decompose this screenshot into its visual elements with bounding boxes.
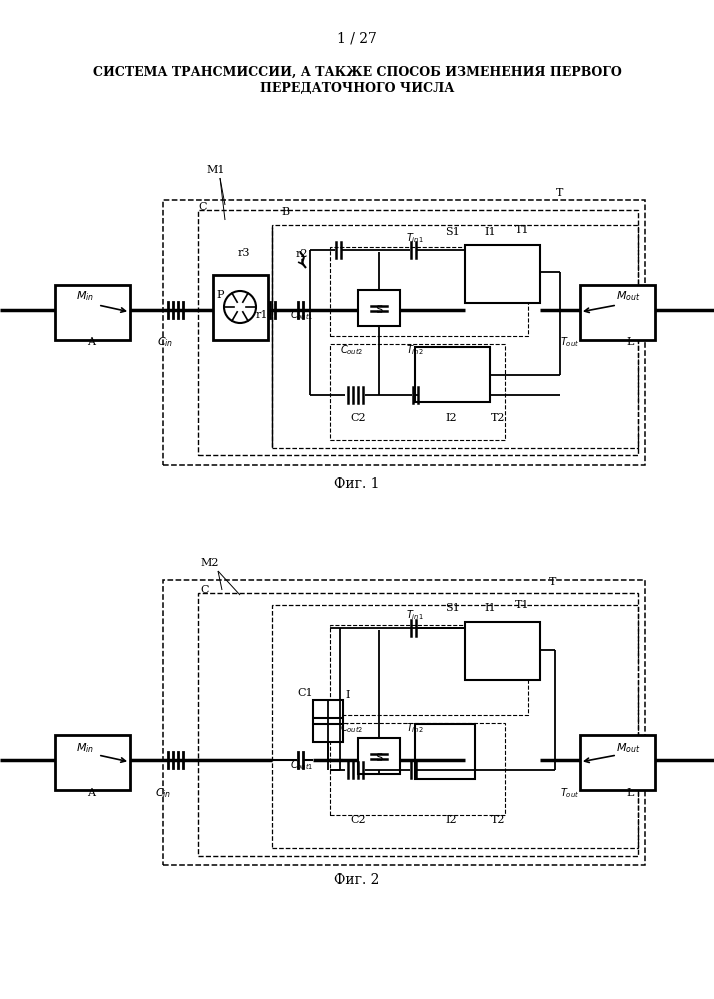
Text: $C_{out2}$: $C_{out2}$ xyxy=(341,721,363,735)
Text: L: L xyxy=(626,337,634,347)
Text: S1: S1 xyxy=(445,227,459,237)
Text: $T_{in2}$: $T_{in2}$ xyxy=(406,721,424,735)
Text: I1: I1 xyxy=(484,227,496,237)
Text: $T_{in2}$: $T_{in2}$ xyxy=(406,343,424,357)
Text: T1: T1 xyxy=(515,600,529,610)
Text: A: A xyxy=(87,337,95,347)
Text: r3: r3 xyxy=(238,248,250,258)
Bar xyxy=(213,275,268,340)
Bar xyxy=(55,285,130,340)
Bar xyxy=(415,347,490,402)
Text: C: C xyxy=(201,585,209,595)
Text: Фиг. 2: Фиг. 2 xyxy=(334,873,380,887)
Text: C2: C2 xyxy=(350,815,366,825)
Bar xyxy=(580,285,655,340)
Text: r2: r2 xyxy=(296,249,308,259)
Text: M1: M1 xyxy=(207,165,225,175)
Text: $T_{out}$: $T_{out}$ xyxy=(560,786,580,800)
Bar xyxy=(330,344,505,440)
Text: $C_{out1}$: $C_{out1}$ xyxy=(290,308,313,322)
Text: СИСТЕМА ТРАНСМИССИИ, А ТАКЖЕ СПОСОБ ИЗМЕНЕНИЯ ПЕРВОГО: СИСТЕМА ТРАНСМИССИИ, А ТАКЖЕ СПОСОБ ИЗМЕ… xyxy=(93,66,621,79)
Bar xyxy=(198,210,638,455)
Bar xyxy=(330,625,528,715)
Text: I: I xyxy=(346,690,351,700)
Text: P: P xyxy=(216,290,223,300)
Text: 1 / 27: 1 / 27 xyxy=(337,31,377,45)
Text: A: A xyxy=(87,788,95,798)
Bar xyxy=(198,593,638,856)
Bar xyxy=(163,200,645,465)
Text: $C_{out1}$: $C_{out1}$ xyxy=(290,758,313,772)
Text: T2: T2 xyxy=(491,815,506,825)
Text: Фиг. 1: Фиг. 1 xyxy=(334,477,380,491)
Text: I1: I1 xyxy=(484,603,496,613)
Text: T: T xyxy=(556,188,563,198)
Text: M2: M2 xyxy=(201,558,219,568)
Text: $T_{out}$: $T_{out}$ xyxy=(560,335,580,349)
Text: r1: r1 xyxy=(256,310,268,320)
Text: $T_{in1}$: $T_{in1}$ xyxy=(406,608,424,622)
Bar xyxy=(465,245,540,303)
Text: C2: C2 xyxy=(350,413,366,423)
Text: $M_{in}$: $M_{in}$ xyxy=(76,741,94,755)
Bar xyxy=(313,700,343,742)
Bar xyxy=(163,580,645,865)
Text: I2: I2 xyxy=(446,413,457,423)
Text: $M_{out}$: $M_{out}$ xyxy=(615,741,640,755)
Text: $M_{out}$: $M_{out}$ xyxy=(615,289,640,303)
Bar xyxy=(415,724,475,779)
Text: C: C xyxy=(198,202,207,212)
Bar xyxy=(330,247,528,336)
Text: T: T xyxy=(549,577,557,587)
Bar xyxy=(358,290,400,326)
Text: ПЕРЕДАТОЧНОГО ЧИСЛА: ПЕРЕДАТОЧНОГО ЧИСЛА xyxy=(260,82,454,95)
Text: T2: T2 xyxy=(491,413,506,423)
Text: L: L xyxy=(626,788,634,798)
Text: $T_{in1}$: $T_{in1}$ xyxy=(406,231,424,245)
Bar xyxy=(272,225,638,448)
Text: C1: C1 xyxy=(297,688,313,698)
Bar xyxy=(358,738,400,774)
Text: $M_{in}$: $M_{in}$ xyxy=(76,289,94,303)
Text: S1: S1 xyxy=(445,603,459,613)
Text: $C_{in}$: $C_{in}$ xyxy=(157,335,174,349)
Text: B: B xyxy=(281,207,289,217)
Text: T1: T1 xyxy=(515,225,529,235)
Text: $C_{in}$: $C_{in}$ xyxy=(155,786,171,800)
Text: I2: I2 xyxy=(446,815,457,825)
Bar xyxy=(465,622,540,680)
Bar xyxy=(55,735,130,790)
Text: S: S xyxy=(375,753,383,763)
Bar xyxy=(330,723,505,815)
Bar xyxy=(272,605,638,848)
Text: S: S xyxy=(375,305,383,315)
Bar xyxy=(580,735,655,790)
Text: $C_{out2}$: $C_{out2}$ xyxy=(341,343,363,357)
